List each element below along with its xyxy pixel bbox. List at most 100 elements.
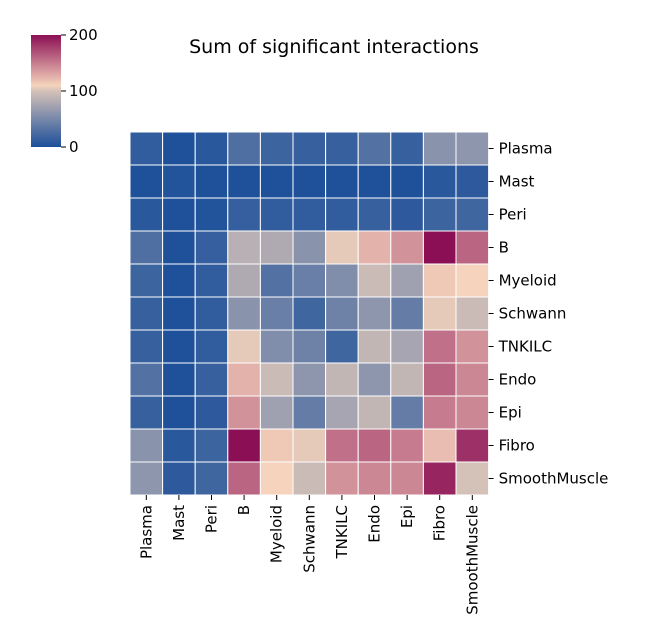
heatmap-cell-mast-fibro bbox=[422, 164, 457, 199]
heatmap-cell-mast-plasma bbox=[129, 164, 164, 199]
heatmap-cell-myeloid-plasma bbox=[129, 263, 164, 298]
row-label: Plasma bbox=[499, 140, 553, 158]
heatmap-cell-fibro-mast bbox=[162, 428, 196, 463]
heatmap-cell-plasma-fibro bbox=[422, 131, 457, 166]
row-label: SmoothMuscle bbox=[499, 470, 609, 488]
heatmap-cell-epi-smoothmuscle bbox=[455, 395, 490, 430]
heatmap-cell-schwann-tnkilc bbox=[325, 296, 359, 331]
heatmap-cell-peri-epi bbox=[390, 197, 424, 232]
heatmap-cell-endo-b bbox=[227, 362, 261, 397]
row-label: Myeloid bbox=[499, 272, 557, 290]
column-label: Peri bbox=[203, 505, 221, 533]
heatmap-cell-tnkilc-smoothmuscle bbox=[455, 329, 490, 364]
heatmap-cell-myeloid-endo bbox=[357, 263, 392, 298]
heatmap-cell-epi-peri bbox=[194, 395, 229, 430]
heatmap-cell-myeloid-fibro bbox=[422, 263, 457, 298]
column-label: Mast bbox=[170, 505, 188, 541]
row-label: Endo bbox=[499, 371, 537, 389]
row-label: Schwann bbox=[499, 305, 567, 323]
column-label: Schwann bbox=[300, 505, 318, 573]
heatmap-cell-myeloid-peri bbox=[194, 263, 229, 298]
heatmap-cell-b-peri bbox=[194, 230, 229, 265]
heatmap-cell-tnkilc-mast bbox=[162, 329, 196, 364]
heatmap-cell-smoothmuscle-epi bbox=[390, 461, 424, 496]
heatmap-cell-schwann-b bbox=[227, 296, 261, 331]
heatmap-cell-epi-tnkilc bbox=[325, 395, 359, 430]
row-labels: Plasma Mast Peri B Myeloid Schwann TNKILC Endo E… bbox=[488, 140, 609, 488]
heatmap-cell-plasma-smoothmuscle bbox=[455, 131, 490, 166]
heatmap-cell-myeloid-mast bbox=[162, 263, 196, 298]
heatmap-cell-smoothmuscle-plasma bbox=[129, 461, 164, 496]
heatmap-cell-b-epi bbox=[390, 230, 424, 265]
heatmap-cell-b-b bbox=[227, 230, 261, 265]
heatmap-cell-plasma-epi bbox=[390, 131, 424, 166]
heatmap-cell-peri-b bbox=[227, 197, 261, 232]
heatmap-cell-fibro-endo bbox=[357, 428, 392, 463]
heatmap-cells bbox=[129, 131, 490, 496]
heatmap-cell-tnkilc-endo bbox=[357, 329, 392, 364]
heatmap-cell-schwann-schwann bbox=[292, 296, 327, 331]
heatmap-cell-smoothmuscle-smoothmuscle bbox=[455, 461, 490, 496]
heatmap-cell-myeloid-epi bbox=[390, 263, 424, 298]
heatmap-cell-peri-myeloid bbox=[259, 197, 294, 232]
heatmap-cell-tnkilc-tnkilc bbox=[325, 329, 359, 364]
heatmap-cell-schwann-smoothmuscle bbox=[455, 296, 490, 331]
column-label: B bbox=[235, 505, 253, 515]
heatmap-cell-smoothmuscle-fibro bbox=[422, 461, 457, 496]
heatmap-cell-endo-peri bbox=[194, 362, 229, 397]
heatmap-cell-endo-myeloid bbox=[259, 362, 294, 397]
heatmap-cell-smoothmuscle-schwann bbox=[292, 461, 327, 496]
heatmap-cell-schwann-epi bbox=[390, 296, 424, 331]
colorbar-tick-label: 100 bbox=[69, 82, 98, 100]
heatmap-cell-b-endo bbox=[357, 230, 392, 265]
heatmap-cell-fibro-schwann bbox=[292, 428, 327, 463]
row-label: Fibro bbox=[499, 437, 535, 455]
column-label: Endo bbox=[366, 505, 384, 543]
heatmap-cell-mast-mast bbox=[162, 164, 196, 199]
heatmap-cell-myeloid-schwann bbox=[292, 263, 327, 298]
column-label: Plasma bbox=[137, 505, 155, 559]
heatmap-cell-epi-epi bbox=[390, 395, 424, 430]
heatmap-cell-epi-endo bbox=[357, 395, 392, 430]
heatmap-cell-endo-endo bbox=[357, 362, 392, 397]
chart-title: Sum of significant interactions bbox=[189, 36, 479, 58]
column-label: Fibro bbox=[431, 505, 449, 541]
heatmap-cell-mast-smoothmuscle bbox=[455, 164, 490, 199]
heatmap-cell-endo-tnkilc bbox=[325, 362, 359, 397]
column-label: Epi bbox=[398, 505, 416, 528]
heatmap-cell-mast-peri bbox=[194, 164, 229, 199]
heatmap-cell-peri-mast bbox=[162, 197, 196, 232]
heatmap-cell-tnkilc-fibro bbox=[422, 329, 457, 364]
heatmap-cell-plasma-mast bbox=[162, 131, 196, 166]
heatmap-cell-smoothmuscle-peri bbox=[194, 461, 229, 496]
heatmap-cell-myeloid-tnkilc bbox=[325, 263, 359, 298]
row-label: Mast bbox=[499, 173, 535, 191]
heatmap-cell-endo-mast bbox=[162, 362, 196, 397]
heatmap-cell-peri-schwann bbox=[292, 197, 327, 232]
heatmap-cell-endo-plasma bbox=[129, 362, 164, 397]
heatmap-cell-endo-epi bbox=[390, 362, 424, 397]
heatmap-cell-plasma-peri bbox=[194, 131, 229, 166]
heatmap-cell-schwann-peri bbox=[194, 296, 229, 331]
column-label: Myeloid bbox=[268, 505, 286, 563]
heatmap-cell-peri-endo bbox=[357, 197, 392, 232]
heatmap-cell-mast-tnkilc bbox=[325, 164, 359, 199]
heatmap-cell-myeloid-b bbox=[227, 263, 261, 298]
row-label: B bbox=[499, 239, 509, 257]
heatmap-cell-fibro-tnkilc bbox=[325, 428, 359, 463]
heatmap-cell-smoothmuscle-endo bbox=[357, 461, 392, 496]
heatmap-cell-plasma-myeloid bbox=[259, 131, 294, 166]
colorbar-gradient bbox=[31, 35, 61, 147]
heatmap-cell-mast-schwann bbox=[292, 164, 327, 199]
heatmap-cell-mast-b bbox=[227, 164, 261, 199]
column-label: SmoothMuscle bbox=[463, 505, 481, 615]
heatmap-cell-b-smoothmuscle bbox=[455, 230, 490, 265]
heatmap-cell-tnkilc-b bbox=[227, 329, 261, 364]
heatmap-cell-fibro-b bbox=[227, 428, 261, 463]
colorbar-tick-label: 200 bbox=[69, 26, 98, 44]
heatmap-cell-fibro-epi bbox=[390, 428, 424, 463]
column-labels: Plasma Mast Peri B Myeloid Schwann TNKILC Endo E… bbox=[137, 495, 481, 615]
heatmap-cell-fibro-myeloid bbox=[259, 428, 294, 463]
heatmap-cell-peri-plasma bbox=[129, 197, 164, 232]
heatmap-cell-b-myeloid bbox=[259, 230, 294, 265]
